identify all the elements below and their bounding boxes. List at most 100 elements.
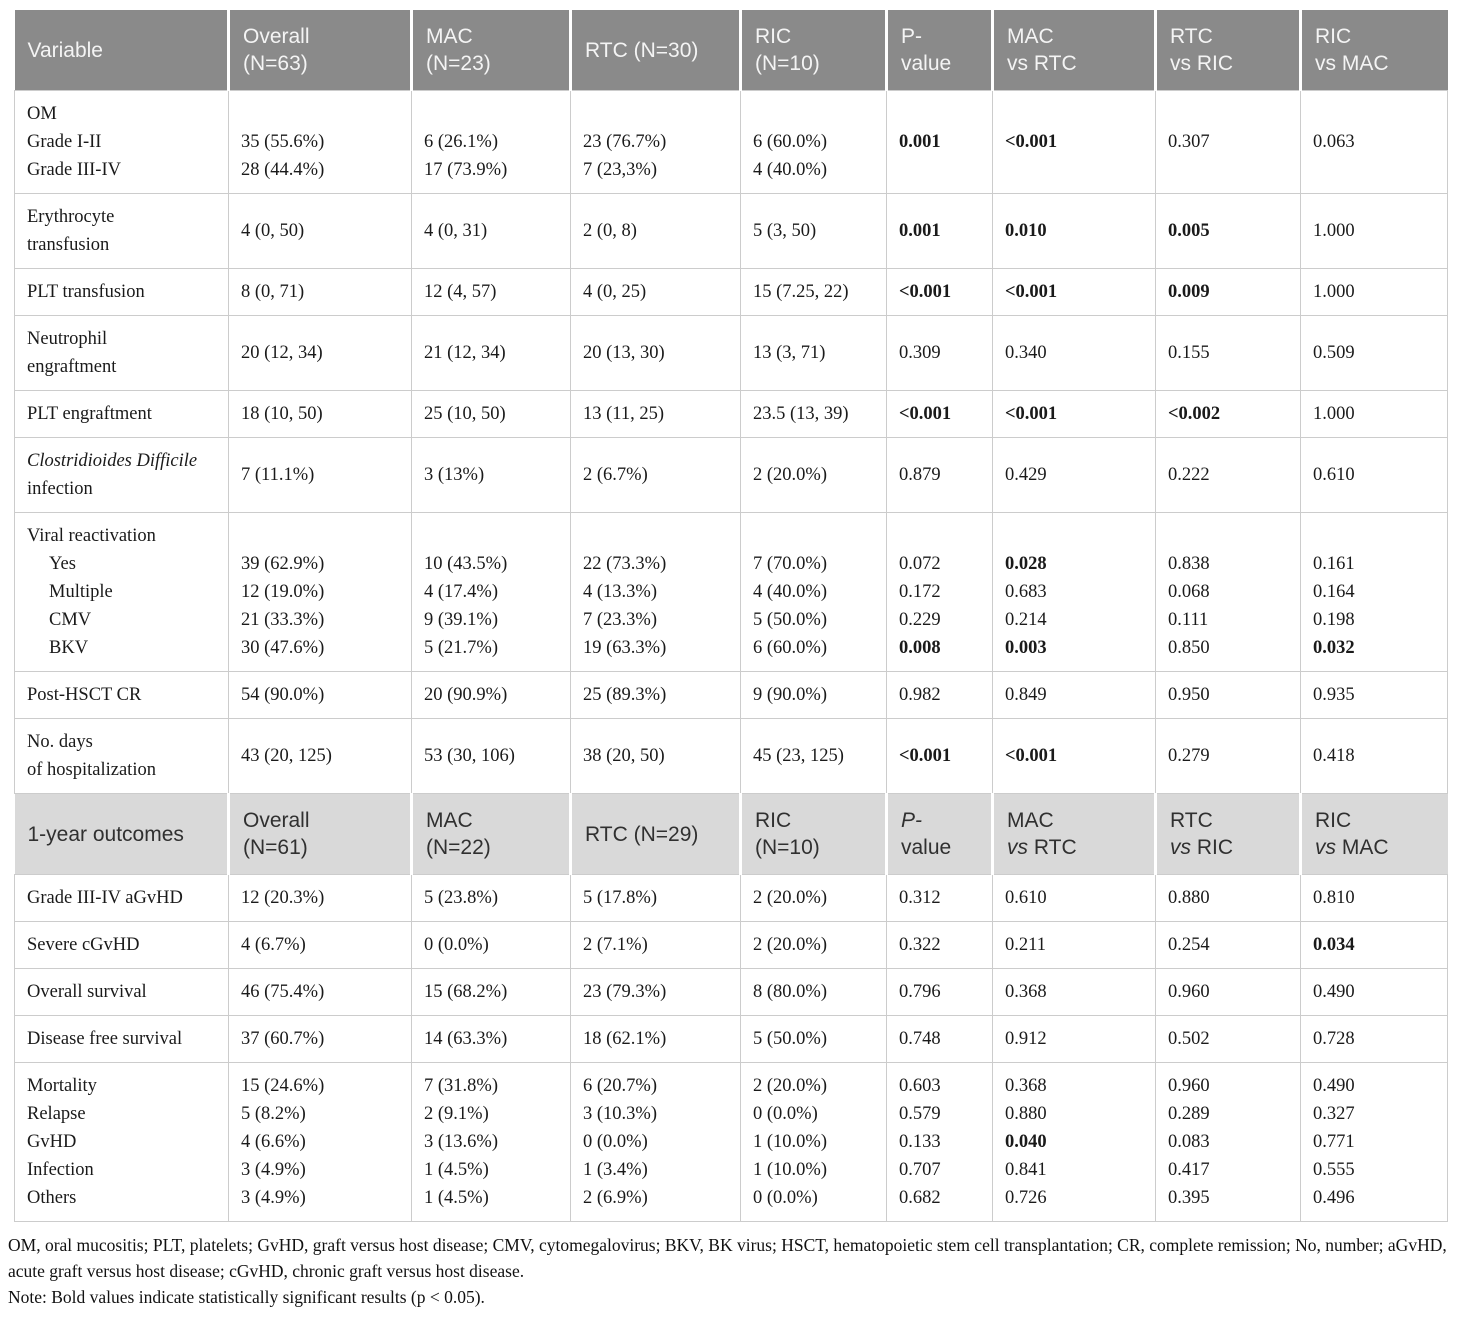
p-value-cell: 0.610 (992, 874, 1156, 922)
cell-line: 1 (4.5%) (424, 1184, 558, 1212)
value-cell: 15 (7.25, 22) (740, 268, 887, 316)
cell-text: transfusion (27, 235, 110, 255)
cell-line: 15 (7.25, 22) (753, 278, 874, 306)
cell-line: 0.072 (899, 550, 980, 578)
cell-text: 0.683 (1005, 582, 1047, 602)
cell-line: BKV (27, 634, 216, 662)
cell-line: 25 (89.3%) (583, 681, 728, 709)
cell-text: 1 (4.5%) (424, 1160, 489, 1180)
cell-text: 0.610 (1313, 465, 1355, 485)
cell-line: 0 (0.0%) (753, 1100, 874, 1128)
variable-cell: Severe cGvHD (14, 921, 229, 969)
cell-text: 7 (11.1%) (241, 465, 315, 485)
cell-text: 0.935 (1313, 685, 1355, 705)
cell-text: 4 (40.0%) (753, 160, 827, 180)
cell-line: <0.001 (1005, 742, 1143, 770)
cell-text: 15 (7.25, 22) (753, 282, 849, 302)
cell-line: Overall survival (27, 978, 216, 1006)
cell-line: <0.002 (1168, 400, 1288, 428)
cell-text: 3 (13.6%) (424, 1132, 498, 1152)
p-value-cell: 0.810 (1300, 874, 1448, 922)
cell-line: 2 (6.9%) (583, 1184, 728, 1212)
value-cell: 8 (80.0%) (740, 968, 887, 1016)
cell-text: 0.707 (899, 1160, 941, 1180)
cell-line (583, 100, 728, 128)
cell-text: 0.490 (1313, 982, 1355, 1002)
cell-text (583, 104, 588, 124)
cell-text: 0.111 (1168, 610, 1209, 630)
cell-text: 13 (3, 71) (753, 343, 826, 363)
p-value-cell: 0.368 (992, 968, 1156, 1016)
variable-cell: Erythrocyte transfusion (14, 193, 229, 269)
cell-line: 5 (50.0%) (753, 606, 874, 634)
cell-line: 6 (26.1%) (424, 128, 558, 156)
cell-text: 25 (89.3%) (583, 685, 667, 705)
cell-line: 0.707 (899, 1156, 980, 1184)
cell-line: Grade I-II (27, 128, 216, 156)
cell-line: Multiple (27, 578, 216, 606)
cell-text: 7 (70.0%) (753, 554, 827, 574)
cell-line: 1.000 (1313, 217, 1435, 245)
variable-cell: PLT transfusion (14, 268, 229, 316)
cell-line: 0.164 (1313, 578, 1435, 606)
value-cell: 2 (6.7%) (570, 437, 741, 513)
cell-text: 0.155 (1168, 343, 1210, 363)
cell-line: 0.111 (1168, 606, 1288, 634)
value-cell: 22 (73.3%) 4 (13.3%) 7 (23.3%) 19 (63.3%) (570, 512, 741, 672)
cell-line: 5 (23.8%) (424, 884, 558, 912)
cell-line: 2 (9.1%) (424, 1100, 558, 1128)
value-cell: 12 (4, 57) (411, 268, 571, 316)
p-value-cell: 0.155 (1155, 315, 1301, 391)
cell-line: 7 (23,3%) (583, 156, 728, 184)
cell-text: 35 (55.6%) (241, 132, 325, 152)
cell-line: <0.001 (899, 400, 980, 428)
cell-line: 2 (7.1%) (583, 931, 728, 959)
cell-text: 4 (6.7%) (241, 935, 306, 955)
cell-text: 9 (39.1%) (424, 610, 498, 630)
cell-text: 0.063 (1313, 132, 1355, 152)
cell-text: 30 (47.6%) (241, 638, 325, 658)
column-header-cell: RTC (N=29) (570, 793, 742, 875)
cell-text: 0.198 (1313, 610, 1355, 630)
table-row-erythrocyte-transfusion: Erythrocyte transfusion 4 (0, 50) 4 (0, 31)… (14, 193, 1448, 269)
value-cell: 10 (43.5%) 4 (17.4%) 9 (39.1%) 5 (21.7%) (411, 512, 571, 672)
cell-line: 45 (23, 125) (753, 742, 874, 770)
cell-line: Viral reactivation (27, 522, 216, 550)
cell-line (753, 522, 874, 550)
cell-line: CMV (27, 606, 216, 634)
p-value-cell: 0.950 (1155, 671, 1301, 719)
cell-text: 1.000 (1313, 221, 1355, 241)
value-cell: 25 (89.3%) (570, 671, 741, 719)
value-cell: 2 (0, 8) (570, 193, 741, 269)
cell-text: <0.001 (899, 282, 952, 302)
cell-line: No. days (27, 728, 216, 756)
cell-line: (N=61) (243, 834, 397, 861)
value-cell: 4 (0, 31) (411, 193, 571, 269)
cell-line: 0.748 (899, 1025, 980, 1053)
cell-line: 0.879 (899, 461, 980, 489)
cell-text: 2 (7.1%) (583, 935, 648, 955)
cell-text: Overall (243, 809, 310, 832)
p-value-cell: 0.063 (1300, 90, 1448, 194)
cell-text: 0.222 (1168, 465, 1210, 485)
value-cell: 5 (17.8%) (570, 874, 741, 922)
value-cell: 15 (24.6%) 5 (8.2%) 4 (6.6%) 3 (4.9%) 3 (4.9… (228, 1062, 412, 1222)
p-value-cell: 0.340 (992, 315, 1156, 391)
cell-line: Variable (28, 37, 215, 64)
cell-line: Overall (243, 23, 397, 50)
cell-text: 6 (26.1%) (424, 132, 498, 152)
cell-line: 2 (20.0%) (753, 1072, 874, 1100)
cell-text: value (901, 52, 952, 75)
p-value-cell: 0.603 0.579 0.133 0.707 0.682 (886, 1062, 993, 1222)
cell-line: 0.368 (1005, 1072, 1143, 1100)
cell-text: Multiple (49, 582, 113, 602)
cell-text: 0.429 (1005, 465, 1047, 485)
cell-line: 0 (0.0%) (424, 931, 558, 959)
cell-line: 15 (68.2%) (424, 978, 558, 1006)
cell-line: 0.960 (1168, 1072, 1288, 1100)
cell-text: 1 (3.4%) (583, 1160, 648, 1180)
cell-text: 0.034 (1313, 935, 1355, 955)
cell-text: infection (27, 479, 93, 499)
cell-line: 1 (3.4%) (583, 1156, 728, 1184)
cell-text: Variable (27, 38, 104, 62)
